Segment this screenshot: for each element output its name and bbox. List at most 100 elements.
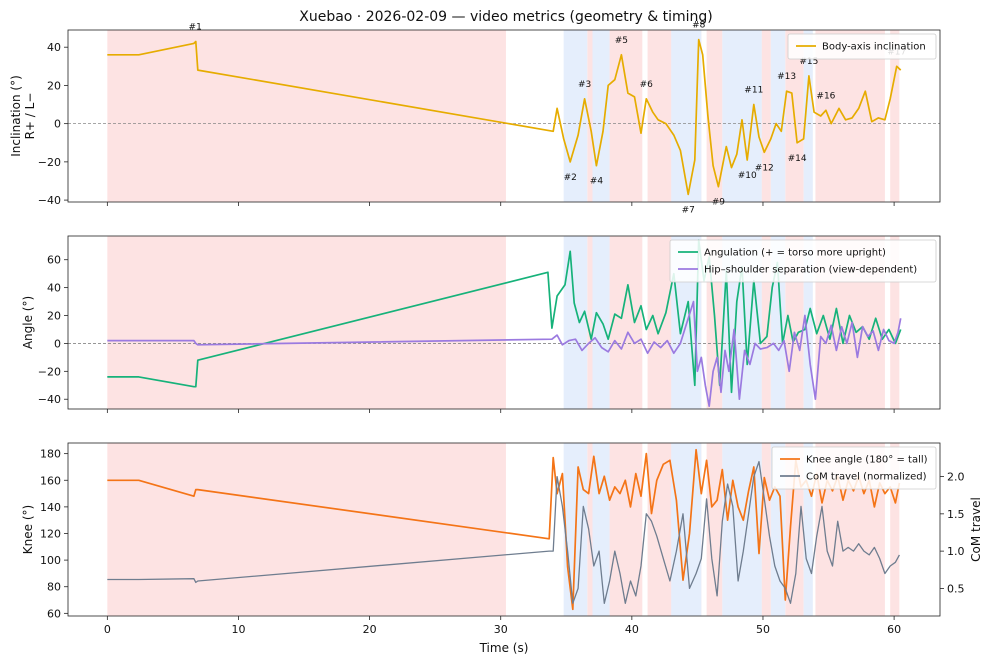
event-label: #13 (777, 72, 796, 82)
y-tick-label: 100 (40, 554, 61, 567)
plot-frame (67, 235, 941, 410)
pink-band (107, 236, 506, 409)
blue-band (803, 236, 813, 409)
event-label: #16 (816, 91, 835, 101)
blue-band (671, 443, 702, 616)
pink-band (587, 236, 593, 409)
right-y-axis-label: CoM travel (969, 497, 983, 562)
y-tick-label: −20 (38, 156, 61, 169)
legend-box (669, 239, 937, 283)
right-y-tick-label: 2.0 (947, 471, 965, 484)
right-y-tick-label: 1.5 (947, 508, 965, 521)
series-lines (107, 38, 902, 196)
knee-panel: 180 160 140 120 100 80 60 2.0 1.5 1.0 0.5 0 10 20 30… (21, 442, 983, 655)
pink-band (706, 30, 723, 202)
legend-label: Angulation (+ = torso more upright) (704, 248, 886, 259)
pink-band (761, 443, 771, 616)
legend: Angulation (+ = torso more upright) Hip–s… (669, 239, 937, 283)
y-tick-label: 40 (47, 41, 61, 54)
blue-band (803, 443, 813, 616)
event-label: #1 (189, 22, 202, 32)
y-tick-label: 140 (40, 501, 61, 514)
blue-band (563, 236, 588, 409)
blue-band (592, 443, 610, 616)
legend-box (787, 33, 937, 60)
x-tick-label: 50 (756, 623, 770, 636)
event-label: #4 (590, 177, 604, 187)
y-tick-label: 0 (54, 337, 61, 350)
blue-band (803, 30, 813, 202)
blue-band (770, 30, 786, 202)
inclination-panel: #1#2#3#4#5#6#7#8#9#10#11#12#13#14#15#16#… (9, 21, 941, 216)
y-axis-label: Inclination (°) (9, 75, 23, 157)
series-line (107, 38, 902, 196)
x-tick-label: 0 (104, 623, 111, 636)
pink-band (587, 443, 593, 616)
event-annotations: #1#2#3#4#5#6#7#8#9#10#11#12#13#14#15#16#… (189, 21, 907, 216)
pink-band (761, 236, 771, 409)
event-label: #6 (640, 80, 654, 90)
y-tick-label: 120 (40, 527, 61, 540)
right-y-tick-label: 0.5 (947, 582, 965, 595)
pink-band (107, 30, 506, 202)
y-tick-label: −40 (38, 393, 61, 406)
series-line (107, 300, 902, 408)
legend-label: CoM travel (normalized) (806, 472, 927, 483)
x-tick-label: 40 (625, 623, 639, 636)
series-line (107, 460, 900, 604)
y-tick-label: −40 (38, 194, 61, 207)
y-axis-ticks: 180 160 140 120 100 80 60 (40, 448, 68, 620)
x-tick-label: 10 (231, 623, 245, 636)
legend-label: Body-axis inclination (822, 42, 926, 53)
event-label: #12 (755, 163, 774, 173)
y-tick-label: 160 (40, 474, 61, 487)
y-axis-label: Knee (°) (21, 505, 35, 554)
legend: Body-axis inclination (787, 33, 937, 60)
pink-band (890, 30, 900, 202)
event-label: #15 (799, 57, 818, 67)
y-tick-label: 180 (40, 448, 61, 461)
legend: Knee angle (180° = tall) CoM travel (norm… (771, 446, 937, 490)
pink-band (107, 443, 506, 616)
y-axis-sublabel: R+ / L− (23, 93, 37, 140)
x-tick-label: 60 (887, 623, 901, 636)
plot-frame (67, 442, 941, 617)
x-axis-ticks: 0 10 20 30 40 50 60 (104, 616, 901, 636)
event-label: #5 (615, 36, 628, 46)
legend-label: Hip–shoulder separation (view-dependent) (704, 265, 917, 276)
event-label: #2 (564, 173, 577, 183)
event-label: #3 (578, 80, 591, 90)
y-tick-label: 80 (47, 581, 61, 594)
event-label: #9 (712, 198, 726, 208)
plot-frame (67, 29, 941, 203)
event-label: #11 (744, 86, 763, 96)
y-tick-label: 40 (47, 282, 61, 295)
x-axis-ticks (106, 409, 895, 413)
y-axis-ticks: 40 20 0 −20 −40 (38, 41, 68, 207)
y-tick-label: −20 (38, 365, 61, 378)
pink-band (609, 236, 643, 409)
legend-box (771, 446, 937, 490)
right-y-tick-label: 1.0 (947, 545, 965, 558)
event-label: #8 (692, 21, 706, 31)
event-label: #10 (738, 171, 757, 181)
x-axis-ticks (106, 202, 895, 206)
right-y-axis-ticks: 2.0 1.5 1.0 0.5 (940, 471, 965, 595)
x-tick-label: 30 (494, 623, 508, 636)
pink-band (587, 30, 593, 202)
x-axis-label: Time (s) (479, 641, 529, 655)
figure-title: Xuebao · 2026-02-09 — video metrics (geo… (299, 9, 713, 25)
y-axis-ticks: 60 40 20 0 −20 −40 (38, 254, 68, 406)
phase-bands (107, 30, 900, 202)
blue-band (592, 236, 610, 409)
x-tick-label: 20 (363, 623, 377, 636)
pink-band (609, 30, 643, 202)
y-tick-label: 20 (47, 310, 61, 323)
blue-band (592, 30, 610, 202)
y-tick-label: 60 (47, 607, 61, 620)
y-axis-label: Angle (°) (21, 296, 35, 349)
y-tick-label: 0 (54, 118, 61, 131)
event-label: #7 (682, 205, 695, 215)
angle-panel: 60 40 20 0 −20 −40 Angle (°) Angulation (+ = … (21, 235, 941, 413)
